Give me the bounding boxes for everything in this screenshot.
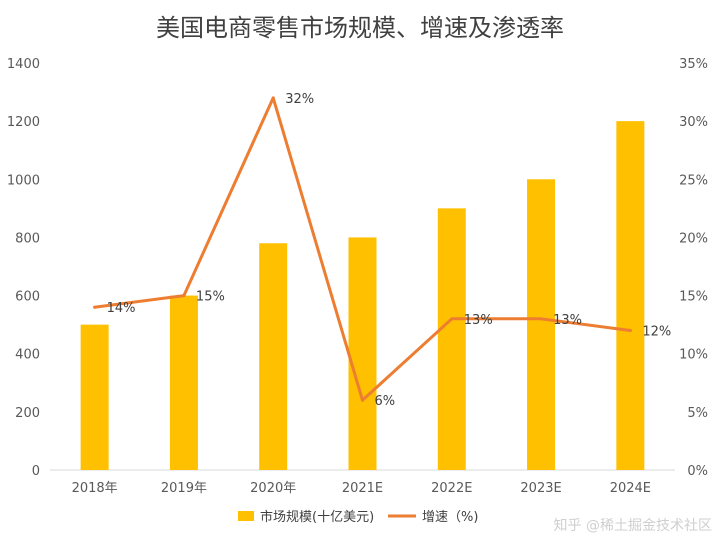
data-label: 15% — [196, 290, 225, 305]
bar — [527, 179, 556, 471]
left-tick-label: 200 — [15, 406, 40, 421]
x-axis: 2018年 2019年 2020年 2021E 2022E 2023E 2024E — [72, 481, 651, 496]
watermark: 知乎 @稀土掘金技术社区 — [554, 517, 712, 534]
bar — [616, 121, 645, 471]
left-tick-label: 0 — [32, 464, 40, 479]
left-axis: 0 200 400 600 800 1000 1200 1400 — [7, 57, 40, 479]
x-tick-label: 2021E — [342, 481, 383, 496]
line-point — [628, 328, 632, 332]
right-tick-label: 25% — [679, 173, 708, 188]
right-tick-label: 15% — [679, 290, 708, 305]
left-tick-label: 800 — [15, 231, 40, 246]
bar — [437, 208, 466, 470]
right-tick-label: 35% — [679, 57, 708, 72]
legend-line-label: 增速（%) — [422, 510, 478, 525]
right-tick-label: 0% — [687, 464, 708, 479]
data-label: 14% — [107, 301, 136, 316]
right-tick-label: 30% — [679, 115, 708, 130]
legend-bar-label: 市场规模(十亿美元) — [260, 509, 374, 525]
x-tick-label: 2022E — [431, 481, 472, 496]
line-point — [539, 317, 543, 321]
right-tick-label: 10% — [679, 348, 708, 363]
left-tick-label: 600 — [15, 290, 40, 305]
data-label: 13% — [553, 313, 582, 328]
bar-series — [80, 121, 645, 471]
left-tick-label: 1000 — [7, 173, 40, 188]
x-tick-label: 2018年 — [72, 481, 118, 496]
right-axis: 0% 5% 10% 15% 20% 25% 30% 35% — [679, 57, 708, 479]
bar — [348, 237, 377, 470]
legend: 市场规模(十亿美元) 增速（%) — [238, 509, 478, 525]
left-tick-label: 1400 — [7, 57, 40, 72]
data-label: 32% — [285, 92, 314, 107]
legend-bar-swatch — [238, 511, 254, 521]
bar — [80, 324, 109, 470]
data-label: 6% — [375, 394, 396, 409]
x-tick-label: 2019年 — [161, 481, 207, 496]
x-tick-label: 2020年 — [250, 481, 296, 496]
bar — [259, 243, 288, 470]
left-tick-label: 1200 — [7, 115, 40, 130]
line-series: 14% 15% 32% 6% 13% 13% 12% — [93, 92, 671, 409]
chart-title: 美国电商零售市场规模、增速及渗透率 — [156, 14, 564, 42]
line-point — [361, 398, 364, 402]
data-label: 12% — [642, 324, 671, 339]
left-tick-label: 400 — [15, 348, 40, 363]
line-point — [450, 317, 454, 321]
line-point — [93, 305, 97, 309]
x-tick-label: 2024E — [610, 481, 651, 496]
line-point — [271, 96, 275, 100]
line-point — [182, 294, 186, 298]
data-label: 13% — [464, 313, 493, 328]
bar — [169, 295, 198, 470]
right-tick-label: 5% — [687, 406, 708, 421]
right-tick-label: 20% — [679, 231, 708, 246]
x-tick-label: 2023E — [520, 481, 561, 496]
